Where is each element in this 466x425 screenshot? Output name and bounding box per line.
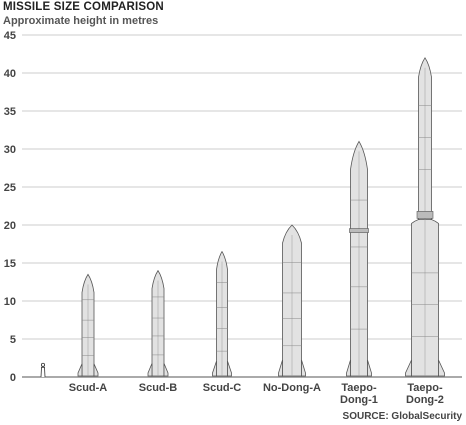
missile-fin (93, 363, 99, 377)
y-tick-label: 10 (4, 296, 16, 308)
y-tick-label: 30 (4, 144, 16, 156)
category-label: Dong-2 (406, 394, 444, 406)
human-head (41, 362, 46, 367)
missile-scud-c (212, 250, 232, 377)
missile-fin (227, 360, 232, 377)
category-label: Scud-B (139, 382, 178, 394)
missile-taepo-dong-2 (405, 57, 445, 377)
y-tick-label: 40 (4, 68, 16, 80)
missile-interstage (416, 211, 434, 219)
category-label: Taepo- (341, 382, 377, 394)
missile-fin (367, 359, 372, 377)
missile-fin (163, 363, 169, 377)
y-tick-label: 35 (4, 106, 16, 118)
chart-title: MISSILE SIZE COMPARISON (3, 1, 164, 13)
missile-fin (301, 359, 306, 377)
category-label: No-Dong-A (263, 382, 321, 394)
category-label: Taepo- (407, 382, 443, 394)
human-body (40, 366, 46, 378)
missile-fin (405, 359, 412, 377)
human-figure-icon (40, 362, 46, 378)
missile-fin (346, 359, 351, 377)
missile-fin (278, 359, 283, 377)
category-label: Dong-1 (340, 394, 378, 406)
missile-scud-a (77, 273, 99, 377)
source-note: SOURCE: GlobalSecurity (342, 411, 462, 422)
y-tick-label: 45 (4, 30, 16, 42)
category-label: Scud-A (69, 382, 108, 394)
y-tick-label: 15 (4, 258, 16, 270)
missile-fin (77, 363, 83, 377)
missile-fin (438, 359, 445, 377)
chart-subtitle: Approximate height in metres (3, 15, 159, 27)
missile-no-dong-a (278, 224, 306, 377)
missile-stage-ring (349, 228, 369, 233)
y-tick-label: 25 (4, 182, 16, 194)
category-label: Scud-C (203, 382, 242, 394)
missile-taepo-dong-1 (346, 140, 372, 377)
missile-fin (147, 363, 153, 377)
y-tick-label: 5 (10, 334, 16, 346)
missile-fin (212, 360, 217, 377)
y-tick-label: 0 (10, 372, 16, 384)
y-tick-label: 20 (4, 220, 16, 232)
missile-scud-b (147, 269, 169, 377)
